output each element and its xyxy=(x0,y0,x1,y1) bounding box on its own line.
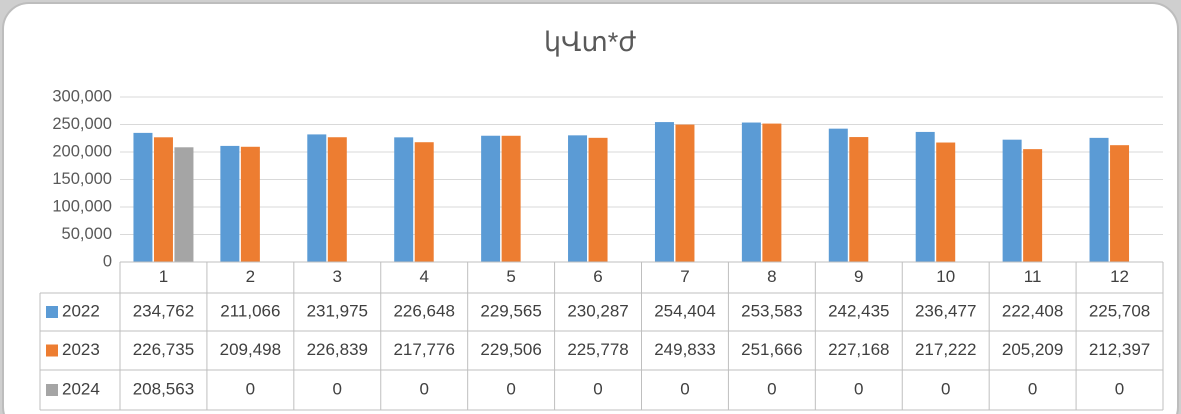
table-value: 254,404 xyxy=(654,301,715,320)
table-value: 0 xyxy=(419,379,428,398)
y-tick-label: 200,000 xyxy=(52,142,112,160)
table-value: 0 xyxy=(506,379,515,398)
table-value: 226,648 xyxy=(393,301,454,320)
bar xyxy=(133,132,153,262)
x-tick-label: 5 xyxy=(506,267,515,286)
bar xyxy=(849,137,869,262)
table-value: 0 xyxy=(593,379,602,398)
bar xyxy=(240,146,260,262)
x-tick-label: 3 xyxy=(333,267,342,286)
legend-label: 2024 xyxy=(62,379,100,398)
x-tick-label: 12 xyxy=(1110,267,1129,286)
legend-swatch xyxy=(46,344,58,357)
y-tick-label: 100,000 xyxy=(52,197,112,215)
x-tick-label: 6 xyxy=(593,267,602,286)
table-value: 226,735 xyxy=(133,340,194,359)
table-value: 0 xyxy=(941,379,950,398)
bar xyxy=(1002,139,1022,262)
bar xyxy=(414,142,434,262)
table-value: 212,397 xyxy=(1089,340,1150,359)
bar xyxy=(481,135,501,262)
bar xyxy=(1110,145,1130,262)
chart-title: կՎտ*ժ xyxy=(544,27,636,57)
table-value: 0 xyxy=(333,379,342,398)
bar xyxy=(501,135,521,262)
x-tick-label: 7 xyxy=(680,267,689,286)
bar xyxy=(307,134,327,262)
bar xyxy=(915,131,935,262)
y-tick-label: 0 xyxy=(103,252,112,270)
table-value: 234,762 xyxy=(133,301,194,320)
legend-swatch xyxy=(46,384,58,396)
bar xyxy=(762,123,782,262)
table-value: 222,408 xyxy=(1002,301,1063,320)
bar xyxy=(220,145,240,262)
table-value: 230,287 xyxy=(567,301,628,320)
bar xyxy=(568,135,588,262)
table-value: 242,435 xyxy=(828,301,889,320)
table-value: 0 xyxy=(767,379,776,398)
bar xyxy=(588,137,608,262)
table-value: 217,776 xyxy=(393,340,454,359)
table-value: 209,498 xyxy=(220,340,281,359)
x-tick-label: 2 xyxy=(246,267,255,286)
bar xyxy=(675,124,695,262)
table-value: 229,565 xyxy=(480,301,541,320)
x-tick-label: 1 xyxy=(159,267,168,286)
table-value: 0 xyxy=(1115,379,1124,398)
table-value: 208,563 xyxy=(133,379,194,398)
x-tick-label: 10 xyxy=(936,267,955,286)
bar xyxy=(828,128,848,262)
table-value: 205,209 xyxy=(1002,340,1063,359)
bar xyxy=(174,147,194,262)
x-tick-label: 11 xyxy=(1024,267,1042,286)
bar xyxy=(327,137,347,262)
y-tick-label: 250,000 xyxy=(52,115,112,133)
table-value: 227,168 xyxy=(828,340,889,359)
table-value: 217,222 xyxy=(915,340,976,359)
table-value: 253,583 xyxy=(741,301,802,320)
bar xyxy=(1089,137,1109,262)
x-tick-label: 9 xyxy=(854,267,863,286)
table-value: 211,066 xyxy=(220,301,280,320)
table-value: 225,708 xyxy=(1089,301,1150,320)
table-value: 0 xyxy=(246,379,255,398)
table-value: 251,666 xyxy=(741,340,802,359)
bar xyxy=(741,122,761,262)
y-tick-label: 150,000 xyxy=(52,170,112,188)
bar xyxy=(1023,149,1043,262)
table-value: 231,975 xyxy=(307,301,368,320)
table-value: 236,477 xyxy=(915,301,976,320)
table-value: 249,833 xyxy=(654,340,715,359)
x-tick-label: 8 xyxy=(767,267,776,286)
y-tick-label: 300,000 xyxy=(52,87,112,105)
bar xyxy=(394,137,414,262)
table-value: 0 xyxy=(854,379,863,398)
table-value: 225,778 xyxy=(567,340,628,359)
y-tick-label: 50,000 xyxy=(62,225,112,243)
table-value: 229,506 xyxy=(480,340,541,359)
bar xyxy=(936,142,956,262)
legend-label: 2022 xyxy=(62,301,100,320)
table-value: 226,839 xyxy=(307,340,368,359)
table-value: 0 xyxy=(1028,379,1037,398)
table-value: 0 xyxy=(680,379,689,398)
bar xyxy=(153,137,173,262)
x-tick-label: 4 xyxy=(419,267,428,286)
legend-swatch xyxy=(46,306,58,318)
legend-label: 2023 xyxy=(62,340,100,359)
bar xyxy=(654,122,674,263)
